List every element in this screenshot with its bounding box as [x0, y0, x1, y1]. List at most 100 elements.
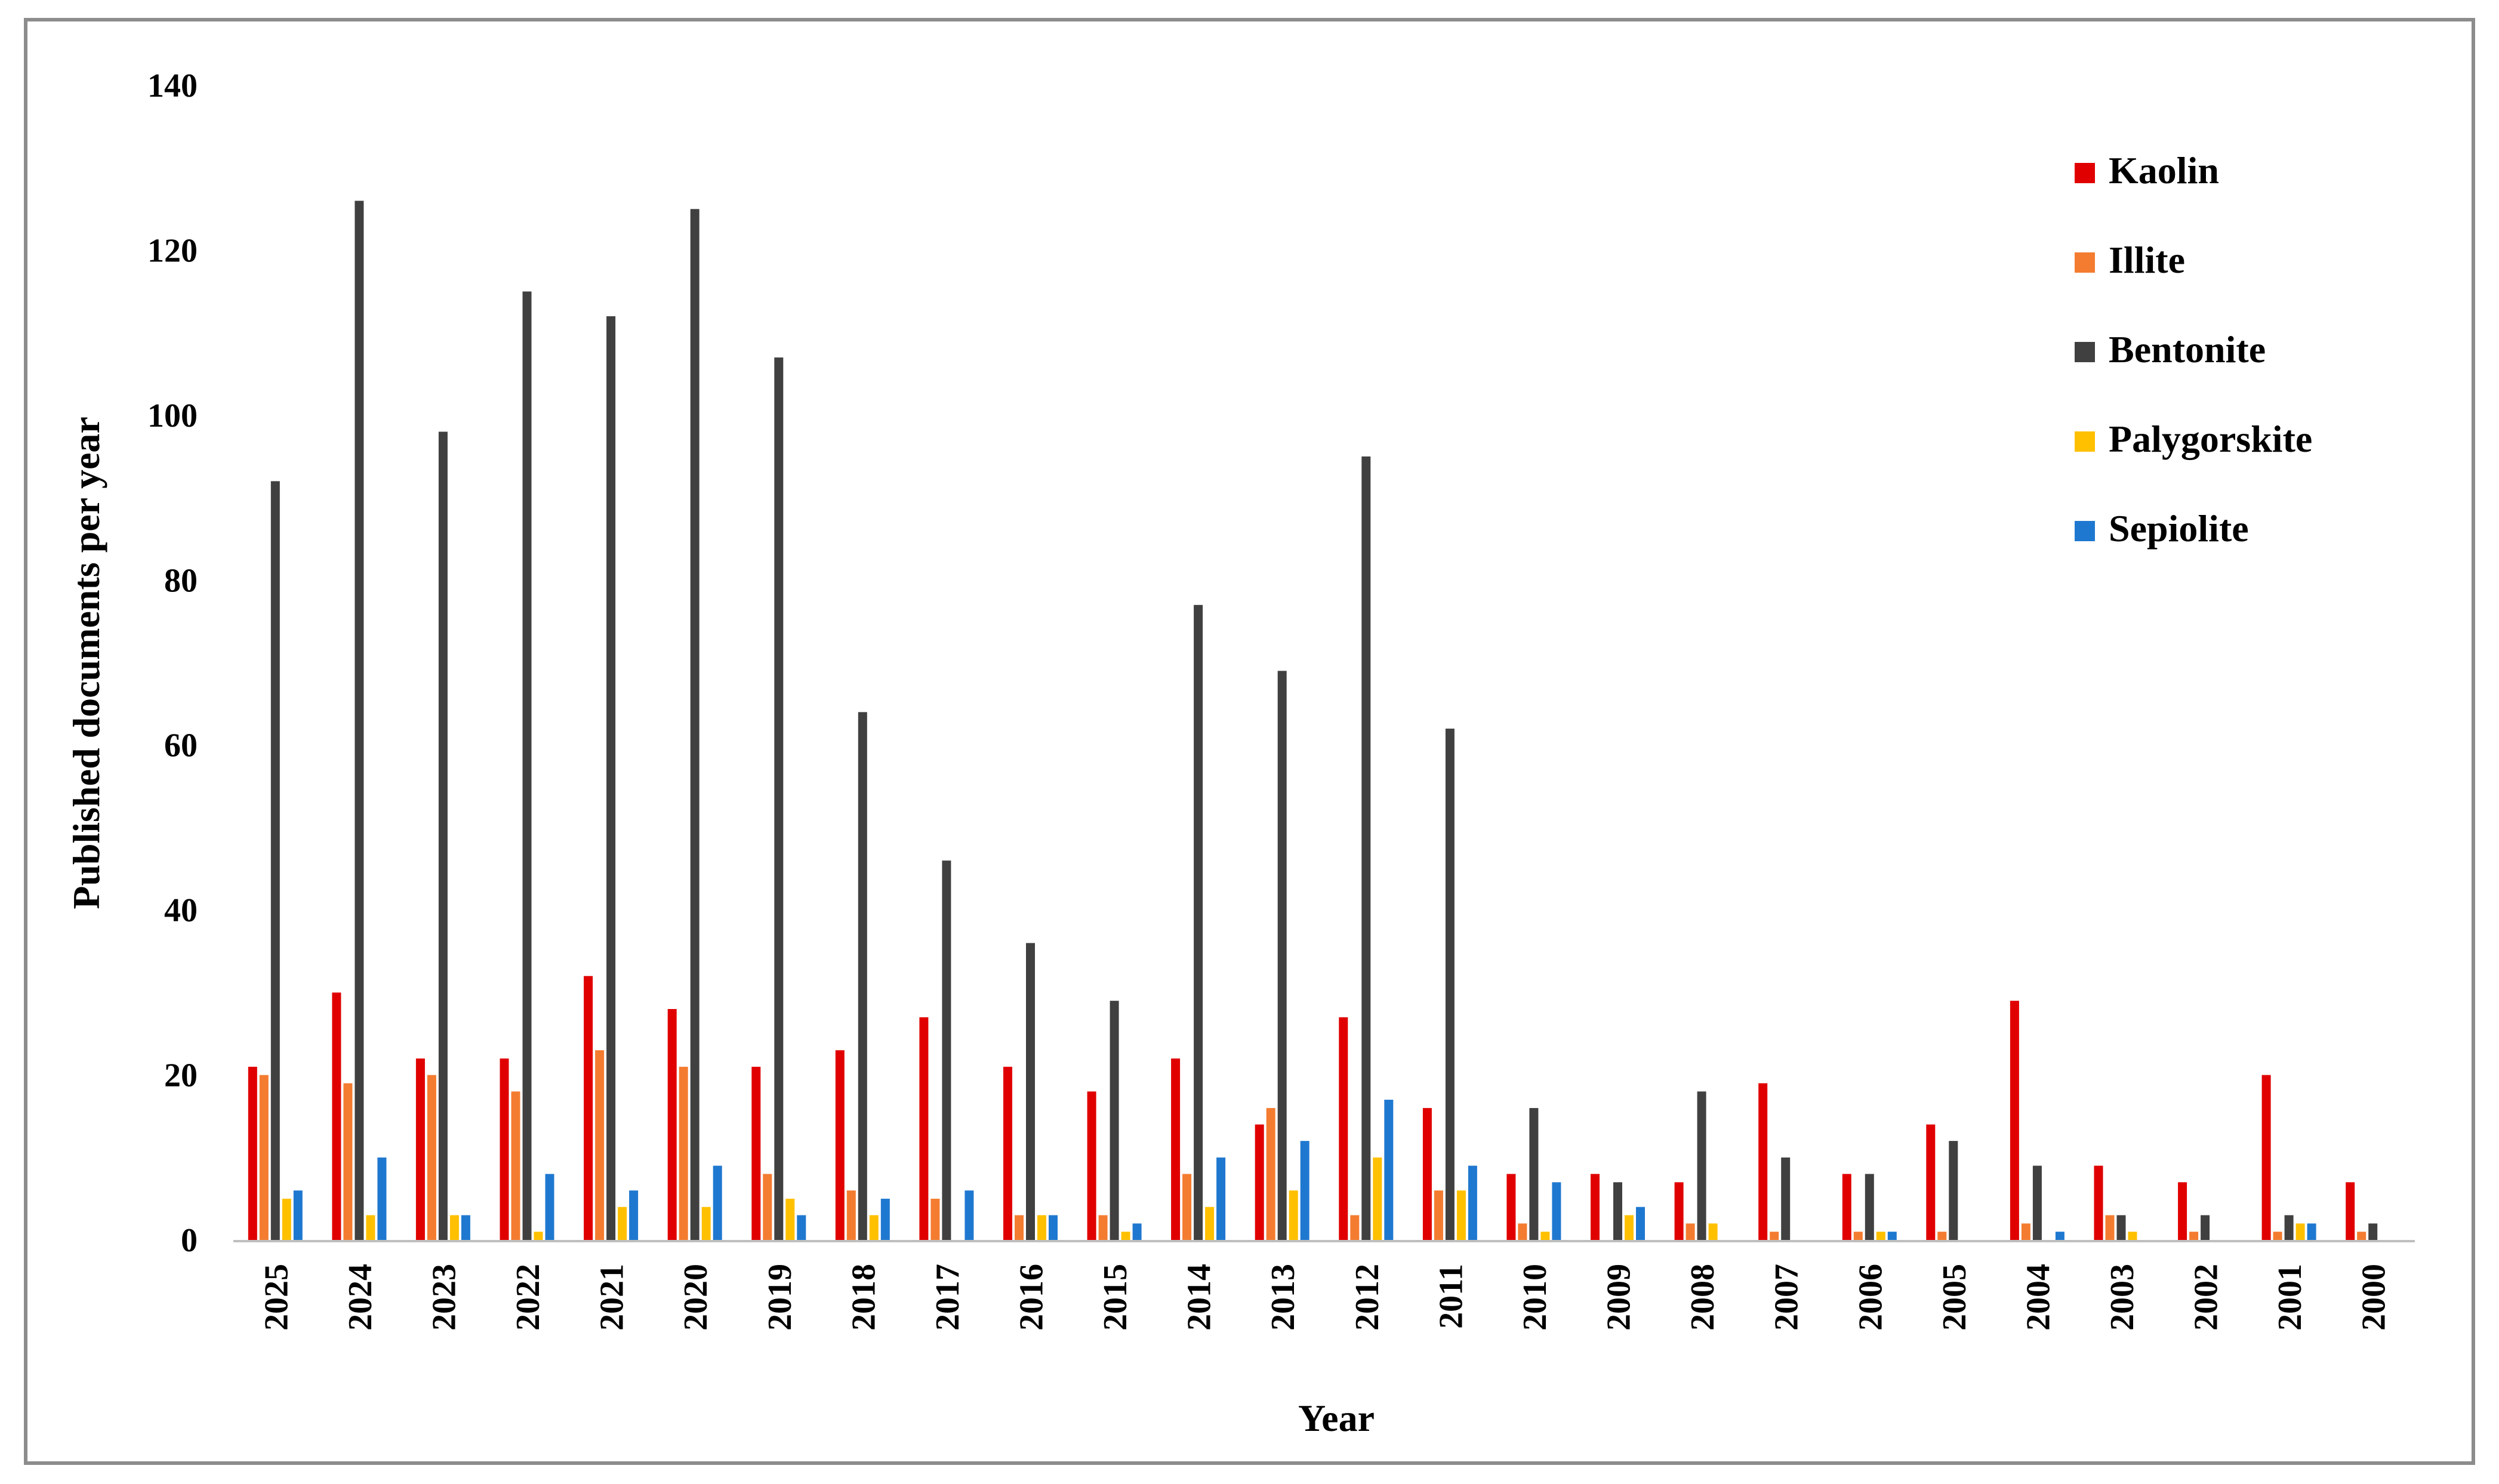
y-tick-label: 60 [164, 727, 198, 764]
legend-swatch-sepiolite [2075, 521, 2095, 541]
bar-bentonite-2007 [1781, 1157, 1791, 1240]
bar-palygorskite-2022 [534, 1232, 543, 1240]
bar-sepiolite-2013 [1300, 1141, 1309, 1240]
legend-label-illite: Illite [2109, 239, 2185, 281]
bar-bentonite-2003 [2116, 1215, 2126, 1240]
bar-illite-2018 [846, 1190, 856, 1240]
bar-kaolin-2015 [1087, 1091, 1096, 1240]
bar-palygorskite-2015 [1121, 1232, 1130, 1240]
y-tick-label: 80 [164, 562, 198, 599]
bar-kaolin-2006 [1842, 1174, 1851, 1240]
x-tick-label: 2010 [1517, 1264, 1554, 1331]
bar-illite-2003 [2105, 1215, 2115, 1240]
bar-kaolin-2019 [751, 1066, 761, 1241]
bar-illite-2024 [343, 1083, 353, 1240]
bar-illite-2014 [1182, 1174, 1192, 1240]
bar-illite-2006 [1853, 1232, 1863, 1240]
bar-kaolin-2012 [1339, 1017, 1348, 1240]
bar-sepiolite-2024 [377, 1157, 387, 1240]
bar-sepiolite-2019 [797, 1215, 806, 1240]
bar-palygorskite-2025 [282, 1198, 291, 1240]
bar-illite-2002 [2189, 1232, 2199, 1240]
bar-bentonite-2009 [1613, 1182, 1622, 1241]
bar-illite-2005 [1937, 1232, 1947, 1240]
x-tick-label: 2016 [1013, 1264, 1050, 1331]
bar-sepiolite-2022 [545, 1174, 554, 1240]
bar-bentonite-2016 [1026, 943, 1035, 1240]
legend-label-palygorskite: Palygorskite [2109, 418, 2312, 460]
bar-sepiolite-2004 [2055, 1232, 2064, 1240]
bar-illite-2004 [2021, 1223, 2030, 1240]
bar-bentonite-2024 [355, 200, 364, 1240]
x-axis-title: Year [1298, 1397, 1375, 1439]
bar-illite-2001 [2273, 1232, 2282, 1240]
bar-sepiolite-2023 [461, 1215, 470, 1240]
bar-bentonite-2022 [522, 291, 532, 1240]
x-tick-label: 2001 [2272, 1264, 2309, 1331]
x-tick-label: 2012 [1349, 1264, 1386, 1331]
bar-palygorskite-2012 [1373, 1157, 1382, 1240]
bar-palygorskite-2003 [2128, 1232, 2137, 1240]
x-tick-label: 2019 [762, 1264, 799, 1331]
x-tick-label: 2008 [1684, 1264, 1721, 1331]
bar-kaolin-2002 [2178, 1182, 2187, 1241]
bar-illite-2010 [1518, 1223, 1527, 1240]
bar-sepiolite-2015 [1132, 1223, 1142, 1240]
bar-bentonite-2013 [1277, 671, 1287, 1240]
bar-palygorskite-2024 [366, 1215, 375, 1240]
bar-sepiolite-2016 [1049, 1215, 1058, 1240]
bar-illite-2012 [1350, 1215, 1360, 1240]
bar-palygorskite-2019 [785, 1198, 795, 1240]
bar-bentonite-2004 [2032, 1165, 2042, 1240]
x-tick-label: 2014 [1181, 1264, 1218, 1331]
y-tick-label: 40 [164, 892, 198, 929]
legend-swatch-kaolin [2075, 163, 2095, 183]
x-tick-label: 2017 [929, 1264, 966, 1331]
x-tick-label: 2006 [1852, 1264, 1889, 1331]
legend: Kaolin Illite Bentonite Palygorskite Sepioli… [2075, 149, 2312, 550]
y-tick-label: 0 [181, 1222, 198, 1259]
x-axis-ticks: 2025 2024 2023 2022 2021 2020 2019 2018 2017 2016… [258, 1264, 2392, 1331]
bar-kaolin-2024 [332, 992, 341, 1240]
bar-illite-2019 [763, 1174, 772, 1240]
bar-illite-2016 [1015, 1215, 1024, 1240]
bar-sepiolite-2010 [1552, 1182, 1561, 1241]
bar-bentonite-2014 [1194, 604, 1203, 1241]
legend-label-sepiolite: Sepiolite [2109, 507, 2249, 550]
bar-kaolin-2018 [835, 1050, 845, 1240]
bar-sepiolite-2021 [629, 1190, 639, 1240]
bar-kaolin-2017 [919, 1017, 929, 1240]
bar-sepiolite-2012 [1384, 1100, 1394, 1240]
bar-kaolin-2009 [1591, 1174, 1600, 1240]
bar-palygorskite-2020 [701, 1207, 711, 1240]
bar-bentonite-2010 [1529, 1107, 1539, 1240]
x-tick-label: 2025 [258, 1264, 295, 1331]
x-tick-label: 2011 [1432, 1264, 1469, 1329]
bar-sepiolite-2006 [1887, 1232, 1897, 1240]
legend-swatch-bentonite [2075, 342, 2095, 362]
bar-bentonite-2002 [2201, 1215, 2210, 1240]
bar-bentonite-2025 [270, 481, 280, 1240]
y-tick-label: 100 [147, 397, 198, 434]
x-tick-label: 2009 [1601, 1264, 1638, 1331]
bar-illite-2022 [511, 1091, 520, 1240]
x-tick-label: 2002 [2188, 1264, 2225, 1331]
bar-palygorskite-2010 [1540, 1232, 1550, 1240]
bar-kaolin-2000 [2346, 1182, 2355, 1241]
bar-illite-2017 [930, 1198, 940, 1240]
bar-sepiolite-2020 [713, 1165, 722, 1240]
legend-label-kaolin: Kaolin [2109, 149, 2219, 192]
x-tick-label: 2005 [1936, 1264, 1973, 1331]
bar-bentonite-2005 [1949, 1141, 1958, 1240]
x-tick-label: 2000 [2356, 1264, 2393, 1331]
bar-bentonite-2008 [1697, 1091, 1706, 1240]
bar-sepiolite-2011 [1468, 1165, 1477, 1240]
bar-bentonite-2023 [438, 431, 448, 1240]
bar-palygorskite-2016 [1037, 1215, 1046, 1240]
legend-swatch-palygorskite [2075, 431, 2095, 452]
bar-kaolin-2008 [1674, 1182, 1684, 1241]
x-tick-label: 2015 [1097, 1264, 1134, 1331]
bar-illite-2013 [1266, 1107, 1275, 1240]
bar-palygorskite-2018 [869, 1215, 879, 1240]
